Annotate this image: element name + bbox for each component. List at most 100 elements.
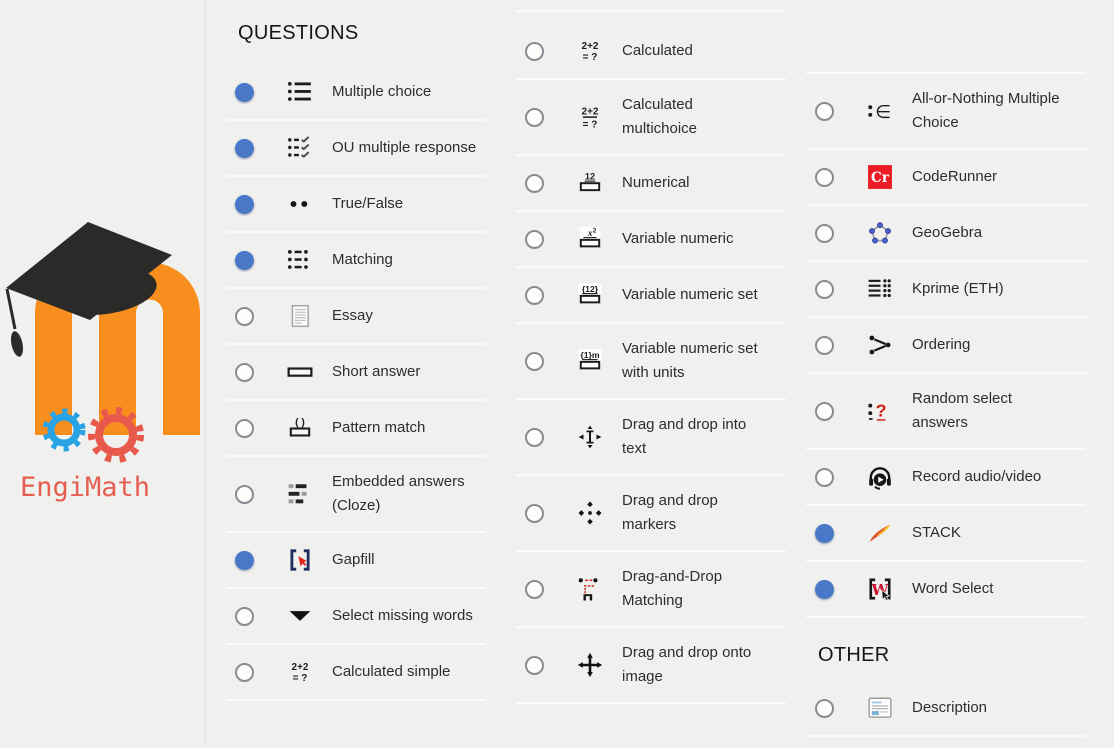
variable-numeric-set-icon: {12} xyxy=(575,281,605,309)
matching-list-icon xyxy=(285,246,315,274)
question-type-row[interactable]: Ordering xyxy=(806,318,1086,374)
radio-button[interactable] xyxy=(525,351,544,371)
radio-button[interactable] xyxy=(815,523,834,543)
svg-text:= ?: = ? xyxy=(293,673,308,684)
svg-text:= ?: = ? xyxy=(583,119,598,130)
radio-button[interactable] xyxy=(235,194,254,214)
question-type-row[interactable]: {1}m Variable numeric set with units xyxy=(516,324,786,400)
logo-panel: EngiMath xyxy=(0,0,206,748)
question-type-label: CodeRunner xyxy=(912,168,998,185)
calculated-simple-icon: 2+2 = ? xyxy=(285,658,315,686)
radio-button[interactable] xyxy=(525,655,544,675)
radio-button[interactable] xyxy=(235,250,254,270)
question-type-row[interactable]: 2+2 = ? Calculated multichoice xyxy=(516,80,786,156)
radio-button[interactable] xyxy=(815,579,834,599)
question-type-label: Gapfill xyxy=(332,551,375,568)
question-type-row[interactable]: Multiple choice xyxy=(226,65,486,121)
question-type-row[interactable]: STACK xyxy=(806,506,1086,562)
kprime-icon xyxy=(865,275,895,303)
question-type-row[interactable]: ( ) Pattern match xyxy=(226,401,486,457)
radio-button[interactable] xyxy=(815,223,834,243)
moodle-logo-icon xyxy=(5,222,200,435)
radio-button[interactable] xyxy=(235,138,254,158)
question-type-row[interactable]: 2+2 = ? Calculated xyxy=(516,24,786,80)
radio-button[interactable] xyxy=(815,335,834,355)
radio-button[interactable] xyxy=(815,698,834,718)
short-answer-box-icon xyxy=(285,358,315,386)
question-type-row[interactable]: {12} Variable numeric set xyxy=(516,268,786,324)
essay-document-icon xyxy=(285,302,315,330)
question-type-row[interactable]: Description xyxy=(806,681,1086,737)
question-type-label: Drag and drop markers xyxy=(622,492,718,533)
other-section-header: OTHER xyxy=(818,644,890,666)
question-type-row[interactable]: OU multiple response xyxy=(226,121,486,177)
svg-text:2: 2 xyxy=(593,227,597,234)
radio-button[interactable] xyxy=(815,279,834,299)
radio-button[interactable] xyxy=(235,662,254,682)
question-type-row[interactable]: 12 Numerical xyxy=(516,156,786,212)
record-av-icon xyxy=(865,463,895,491)
radio-button[interactable] xyxy=(525,427,544,447)
radio-button[interactable] xyxy=(815,467,834,487)
drag-drop-text-icon xyxy=(575,423,605,451)
radio-button[interactable] xyxy=(235,418,254,438)
question-type-row[interactable]: Matching xyxy=(226,233,486,289)
question-type-row[interactable]: Drag and drop markers xyxy=(516,476,786,552)
checklist-icon xyxy=(285,134,315,162)
question-type-row[interactable]: Drag and drop into text xyxy=(516,400,786,476)
radio-button[interactable] xyxy=(525,107,544,127)
question-type-row[interactable]: Kprime (ETH) xyxy=(806,262,1086,318)
question-type-row[interactable]: GeoGebra xyxy=(806,206,1086,262)
drag-drop-image-icon xyxy=(575,651,605,679)
question-column-1: QUESTIONS Multiple choice OU multiple resp… xyxy=(226,0,486,748)
question-type-row[interactable]: W Word Select xyxy=(806,562,1086,618)
radio-button[interactable] xyxy=(525,285,544,305)
radio-button[interactable] xyxy=(525,503,544,523)
svg-text:{1}m: {1}m xyxy=(580,350,600,360)
question-type-row[interactable]: Short answer xyxy=(226,345,486,401)
radio-button[interactable] xyxy=(525,579,544,599)
question-type-row[interactable]: Record audio/video xyxy=(806,450,1086,506)
radio-button[interactable] xyxy=(235,306,254,326)
question-type-label: Numerical xyxy=(622,174,690,191)
svg-text:?: ? xyxy=(876,400,887,420)
question-type-row[interactable]: x 2 Variable numeric xyxy=(516,212,786,268)
question-type-row[interactable]: Gapfill xyxy=(226,533,486,589)
question-type-row[interactable]: ∈ All-or-Nothing Multiple Choice xyxy=(806,74,1086,150)
radio-button[interactable] xyxy=(235,82,254,102)
calculated-icon: 2+2 = ? xyxy=(575,37,605,65)
question-type-row[interactable]: Drag and drop onto image xyxy=(516,628,786,704)
engimath-gear-blue-icon xyxy=(42,408,86,452)
radio-button[interactable] xyxy=(235,550,254,570)
question-type-row[interactable]: Cr CodeRunner xyxy=(806,150,1086,206)
radio-button[interactable] xyxy=(815,401,834,421)
question-type-label: Pattern match xyxy=(332,419,426,436)
question-type-row[interactable]: 2+2 = ? Calculated simple xyxy=(226,645,486,701)
question-type-row[interactable]: ? Random select answers xyxy=(806,374,1086,450)
radio-button[interactable] xyxy=(525,173,544,193)
radio-button[interactable] xyxy=(815,167,834,187)
radio-button[interactable] xyxy=(525,41,544,61)
stack-icon xyxy=(865,519,895,547)
question-column-3: ∈ All-or-Nothing Multiple Choice Cr CodeRun… xyxy=(806,72,1086,748)
question-type-row[interactable]: Embedded answers (Cloze) xyxy=(226,457,486,533)
radio-button[interactable] xyxy=(235,362,254,382)
radio-button[interactable] xyxy=(235,484,254,504)
radio-button[interactable] xyxy=(525,229,544,249)
svg-text:2+2: 2+2 xyxy=(582,41,599,52)
radio-button[interactable] xyxy=(815,101,834,121)
question-type-label: Calculated multichoice xyxy=(622,96,698,137)
radio-button[interactable] xyxy=(235,606,254,626)
question-type-row[interactable]: True/False xyxy=(226,177,486,233)
question-type-row[interactable]: Drag-and-Drop Matching xyxy=(516,552,786,628)
question-type-label: Multiple choice xyxy=(332,83,432,100)
dropdown-triangle-icon xyxy=(285,602,315,630)
svg-text:( ): ( ) xyxy=(295,417,305,428)
question-type-columns: QUESTIONS Multiple choice OU multiple resp… xyxy=(206,0,1114,748)
question-type-row[interactable]: Select missing words xyxy=(226,589,486,645)
question-type-label: Drag and drop onto image xyxy=(622,644,752,685)
question-type-row[interactable]: Essay xyxy=(226,289,486,345)
question-type-label: Calculated simple xyxy=(332,663,451,680)
